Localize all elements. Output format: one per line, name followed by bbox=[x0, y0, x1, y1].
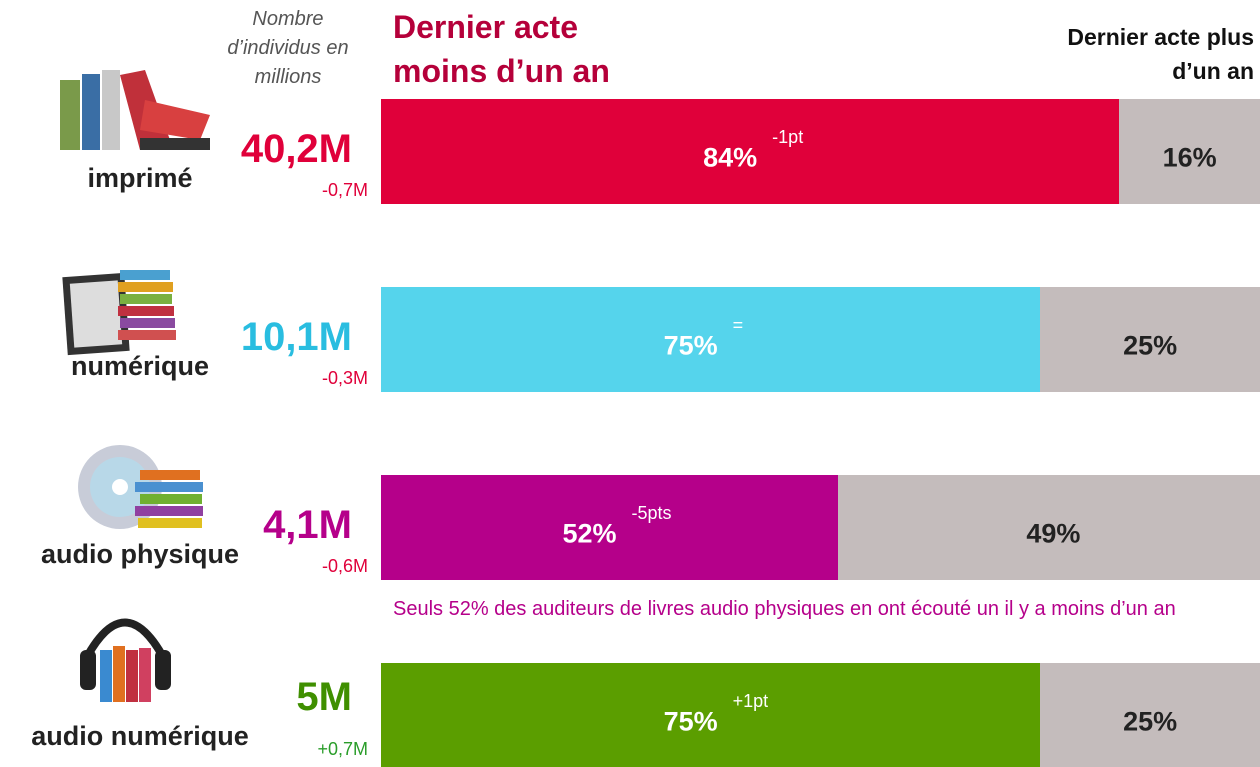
total-change-label: -0,6M bbox=[321, 556, 368, 576]
bar-segment bbox=[381, 287, 1041, 392]
bar-segment bbox=[1040, 287, 1260, 392]
change-label: +1pt bbox=[732, 691, 769, 711]
bar-segment bbox=[381, 663, 1041, 767]
change-label: -1pt bbox=[772, 127, 804, 147]
total-label: 5M bbox=[296, 675, 352, 719]
bar-segment bbox=[381, 475, 839, 580]
legend-label: Dernier acte moins d’un an bbox=[393, 9, 610, 89]
ebook-icon bbox=[62, 270, 176, 356]
value-label: 25% bbox=[1123, 330, 1178, 360]
change-label: -5pts bbox=[631, 503, 672, 523]
total-change-label: -0,3M bbox=[321, 368, 368, 388]
total-label: 40,2M bbox=[240, 127, 352, 171]
bar-segment bbox=[1119, 99, 1260, 204]
total-change-label: +0,7M bbox=[317, 739, 368, 759]
value-label: 52% bbox=[562, 518, 617, 548]
category-label: audio physique bbox=[40, 539, 240, 569]
total-label: 4,1M bbox=[263, 503, 352, 547]
total-change-label: -0,7M bbox=[321, 180, 368, 200]
annotation: Seuls 52% des auditeurs de livres audio … bbox=[393, 598, 1176, 620]
value-label: 84% bbox=[703, 142, 758, 172]
total-label: 10,1M bbox=[240, 315, 352, 359]
bar-segment bbox=[1040, 663, 1260, 767]
change-label: = bbox=[732, 315, 744, 335]
category-label: imprimé bbox=[87, 163, 193, 193]
books-icon bbox=[60, 70, 210, 150]
bar-segment bbox=[381, 99, 1120, 204]
category-label: numérique bbox=[70, 351, 210, 381]
value-label: 75% bbox=[663, 706, 718, 736]
cd-icon bbox=[78, 445, 203, 529]
icons bbox=[60, 70, 210, 702]
value-label: 75% bbox=[663, 330, 718, 360]
value-label: 25% bbox=[1123, 706, 1178, 736]
value-label: 49% bbox=[1026, 518, 1081, 548]
headphones-icon bbox=[80, 618, 171, 702]
legend-label: Dernier acte plus d’un an bbox=[1067, 24, 1254, 84]
note: Nombre d’individus en millions bbox=[227, 8, 349, 88]
bar-segment bbox=[838, 475, 1260, 580]
value-label: 16% bbox=[1162, 142, 1217, 172]
category-label: audio numérique bbox=[31, 721, 249, 751]
